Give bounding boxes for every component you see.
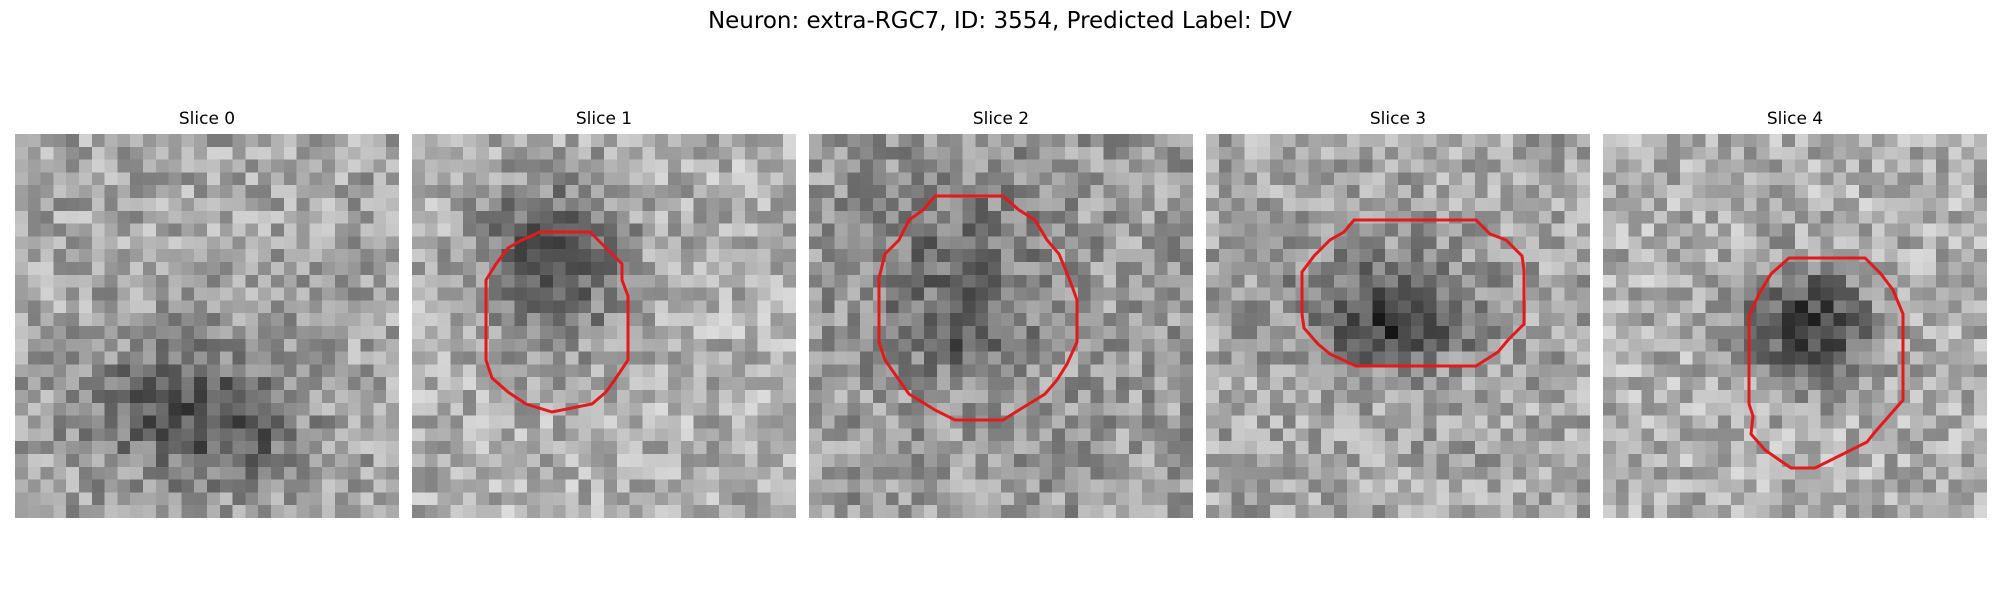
slice-image-0 xyxy=(15,134,399,518)
roi-outline-3 xyxy=(1302,220,1524,366)
roi-outline-1 xyxy=(486,232,628,412)
slice-title-0: Slice 0 xyxy=(15,108,399,130)
contour-4 xyxy=(1603,134,1987,518)
contour-1 xyxy=(412,134,796,518)
slice-title-3: Slice 3 xyxy=(1206,108,1590,130)
roi-outline-4 xyxy=(1749,258,1903,468)
slice-title-2: Slice 2 xyxy=(809,108,1193,130)
slice-image-1 xyxy=(412,134,796,518)
slice-image-2 xyxy=(809,134,1193,518)
slice-image-4 xyxy=(1603,134,1987,518)
figure-title: Neuron: extra-RGC7, ID: 3554, Predicted … xyxy=(0,6,2000,36)
slice-image-3 xyxy=(1206,134,1590,518)
slice-title-4: Slice 4 xyxy=(1603,108,1987,130)
contour-2 xyxy=(809,134,1193,518)
roi-outline-2 xyxy=(879,196,1077,420)
contour-3 xyxy=(1206,134,1590,518)
slice-title-1: Slice 1 xyxy=(412,108,796,130)
slice-pixels-0 xyxy=(15,134,399,518)
